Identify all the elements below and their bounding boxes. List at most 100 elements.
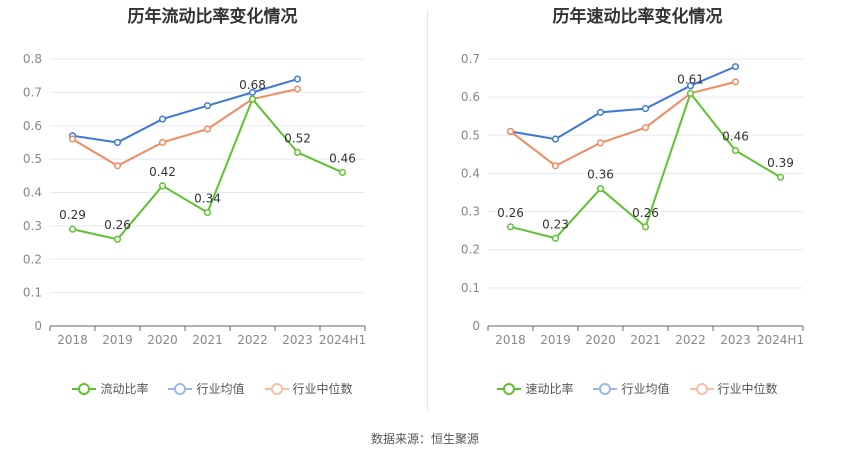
x-tick-label: 2023 — [282, 333, 313, 347]
data-point-median — [203, 125, 212, 133]
data-source: 数据来源：恒生聚源 — [370, 432, 479, 446]
data-point-avg — [551, 135, 560, 143]
data-point-company — [686, 89, 695, 97]
chart-title: 历年流动比率变化情况 — [127, 7, 298, 27]
legend-item-avg[interactable]: 行业均值 — [168, 380, 245, 397]
data-label: 0.23 — [542, 217, 569, 231]
data-point-avg — [293, 75, 302, 83]
y-tick-label: 0.6 — [23, 119, 42, 133]
y-tick-label: 0.3 — [461, 205, 480, 219]
data-point-company — [68, 225, 77, 233]
y-tick-label: 0.1 — [461, 281, 480, 295]
legend: 流动比率 行业均值 行业中位数 — [0, 380, 425, 397]
legend-item-median[interactable]: 行业中位数 — [689, 380, 778, 397]
y-tick-label: 0.3 — [23, 219, 42, 233]
data-point-company — [203, 208, 212, 217]
y-tick-label: 0.4 — [23, 186, 42, 200]
data-point-company — [293, 148, 302, 156]
y-tick-label: 0 — [34, 319, 42, 333]
data-point-avg — [686, 82, 695, 90]
data-point-avg — [731, 63, 740, 71]
data-point-median — [596, 139, 605, 147]
data-point-avg — [203, 102, 212, 110]
data-point-company — [596, 185, 605, 193]
y-tick-label: 0.1 — [23, 286, 42, 300]
data-point-company — [731, 146, 740, 155]
x-tick-label: 2023 — [720, 333, 751, 347]
x-tick-label: 2020 — [585, 333, 616, 347]
data-label: 0.68 — [239, 78, 266, 92]
x-tick-label: 2021 — [630, 333, 661, 347]
x-tick-label: 2024H1 — [757, 333, 804, 347]
legend-label: 流动比率 — [100, 382, 149, 396]
legend-item-company[interactable]: 速动比率 — [497, 380, 573, 397]
y-tick-label: 0.5 — [461, 128, 480, 142]
legend-label: 行业均值 — [196, 382, 245, 396]
data-point-median — [641, 124, 650, 132]
data-label: 0.26 — [632, 206, 659, 220]
x-tick-label: 2020 — [147, 333, 178, 347]
data-point-company — [506, 223, 515, 231]
panel-divider — [427, 10, 428, 410]
series-line-avg — [510, 65, 736, 141]
x-tick-label: 2018 — [57, 333, 88, 347]
data-point-company — [338, 168, 347, 177]
x-tick-label: 2022 — [675, 333, 706, 347]
data-point-median — [68, 135, 77, 143]
data-label: 0.36 — [587, 168, 614, 182]
y-tick-label: 0.7 — [23, 85, 42, 99]
y-tick-label: 0.7 — [461, 52, 480, 66]
legend-label: 行业均值 — [621, 382, 670, 396]
current-ratio-panel: 历年流动比率变化情况 0 0.1 0.2 0.3 0.4 0.5 0.6 0.7 0.8 2018… — [0, 0, 425, 420]
data-label: 0.34 — [194, 192, 221, 206]
x-tick-label: 2021 — [192, 333, 223, 347]
x-tick-label: 2019 — [540, 333, 571, 347]
data-point-company — [641, 223, 650, 231]
y-tick-label: 0.4 — [461, 166, 480, 180]
legend-label: 行业中位数 — [292, 382, 353, 396]
x-tick-label: 2018 — [495, 333, 526, 347]
data-label: 0.29 — [59, 208, 86, 222]
y-tick-label: 0.5 — [23, 152, 42, 166]
data-point-median — [158, 138, 167, 146]
data-label: 0.52 — [284, 131, 311, 145]
data-point-avg — [596, 108, 605, 116]
current-ratio-chart: 0 0.1 0.2 0.3 0.4 0.5 0.6 0.7 0.8 2018 2019 2020 202… — [23, 52, 366, 347]
legend-swatch-company — [497, 382, 522, 395]
quick-ratio-panel: 历年速动比率变化情况 0 0.1 0.2 0.3 0.4 0.5 0.6 0.7 2018 201… — [425, 0, 850, 420]
y-tick-label: 0.2 — [23, 252, 42, 266]
data-label: 0.26 — [104, 218, 131, 232]
legend: 速动比率 行业均值 行业中位数 — [425, 380, 850, 397]
legend-item-median[interactable]: 行业中位数 — [264, 380, 353, 397]
legend-item-avg[interactable]: 行业均值 — [593, 380, 670, 397]
data-point-avg — [113, 138, 122, 146]
data-point-company — [158, 182, 167, 190]
legend-item-company[interactable]: 流动比率 — [72, 380, 148, 397]
legend-swatch-median — [689, 382, 714, 395]
quick-ratio-chart: 0 0.1 0.2 0.3 0.4 0.5 0.6 0.7 2018 2019 2020 2021 20… — [461, 52, 804, 347]
legend-swatch-avg — [593, 382, 618, 395]
data-point-company — [113, 235, 122, 243]
data-point-median — [731, 78, 740, 86]
data-point-company — [248, 95, 257, 103]
data-point-median — [506, 127, 515, 136]
legend-label: 行业中位数 — [717, 382, 778, 396]
data-point-company — [551, 234, 560, 242]
data-label: 0.61 — [677, 72, 704, 86]
series-line-median — [509, 80, 736, 167]
x-tick-label: 2022 — [237, 333, 268, 347]
series-line-avg — [72, 78, 298, 144]
data-label: 0.42 — [149, 165, 176, 179]
data-point-avg — [641, 105, 650, 113]
x-tick-label: 2019 — [102, 333, 133, 347]
data-point-median — [293, 85, 302, 93]
legend-swatch-company — [72, 382, 97, 395]
chart-title: 历年速动比率变化情况 — [552, 7, 723, 27]
data-label: 0.26 — [497, 206, 524, 220]
y-tick-label: 0.2 — [461, 243, 480, 257]
series-line-median — [71, 88, 298, 167]
y-tick-label: 0.6 — [461, 90, 480, 104]
data-label: 0.46 — [329, 151, 356, 165]
data-label: 0.39 — [767, 156, 794, 170]
data-point-avg — [248, 88, 257, 96]
